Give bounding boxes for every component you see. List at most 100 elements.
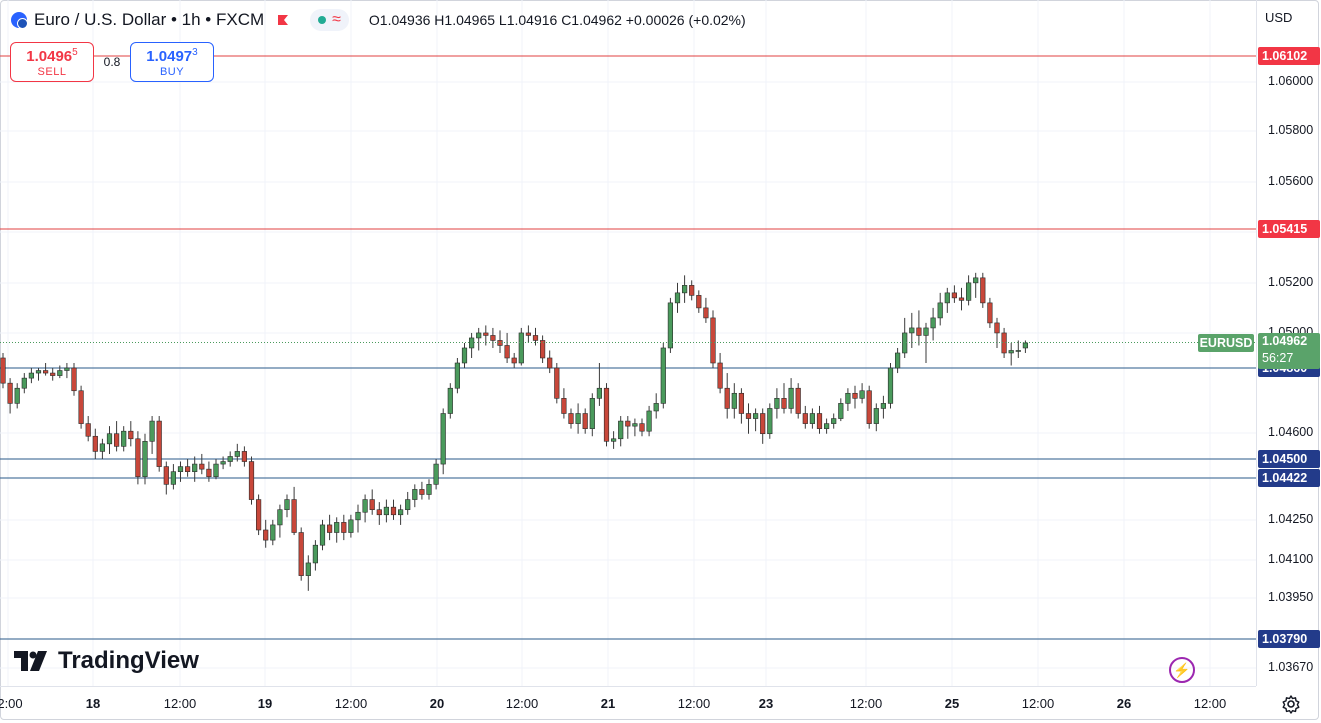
candle-body	[1022, 342, 1028, 349]
currency-selector[interactable]: USD	[1265, 10, 1293, 25]
time-tick: 12:00	[505, 696, 539, 711]
candle-body	[774, 398, 780, 409]
time-tick: 12:00	[849, 696, 883, 711]
candle-body	[511, 357, 517, 364]
symbol-title[interactable]: Euro / U.S. Dollar • 1h • FXCM	[34, 10, 265, 29]
candle-body	[284, 499, 290, 511]
candle-body	[937, 302, 943, 319]
candle-body	[703, 307, 709, 319]
price-scale[interactable]	[1256, 0, 1321, 686]
candle-body	[845, 392, 851, 404]
candle-body	[831, 418, 837, 424]
candle-body	[816, 413, 823, 429]
candle-body	[85, 423, 91, 437]
candle-body	[689, 285, 695, 296]
candle-body	[859, 390, 865, 399]
candle-body	[589, 398, 595, 429]
candle-body	[35, 370, 42, 374]
candle-body	[206, 468, 212, 478]
candle-body	[1008, 350, 1014, 354]
market-status-pill[interactable]: ≈	[310, 9, 349, 31]
spread-value: 0.8	[103, 55, 121, 69]
last-price-label: 1.04962 56:27	[1258, 333, 1320, 369]
candle-body	[21, 377, 27, 389]
candle-body	[1001, 332, 1007, 354]
time-tick: 18	[85, 696, 101, 711]
candle-body	[468, 337, 475, 349]
sell-button[interactable]: 1.04965 SELL	[10, 42, 94, 82]
candle-body	[518, 332, 524, 364]
candle-body	[973, 277, 979, 284]
sell-label: SELL	[37, 66, 67, 78]
chart-canvas[interactable]	[0, 0, 1256, 686]
time-tick: 23	[758, 696, 774, 711]
candle-body	[298, 532, 304, 576]
sell-price: 1.04965	[26, 47, 78, 65]
candle-body	[390, 506, 397, 516]
time-tick: 12:00	[163, 696, 197, 711]
time-tick: 2:00	[0, 696, 23, 711]
price-tick: 1.03950	[1268, 590, 1314, 604]
candle-body	[639, 423, 645, 432]
buy-button[interactable]: 1.04973 BUY	[130, 42, 214, 82]
candle-body	[674, 292, 681, 304]
candle-body	[696, 295, 702, 309]
candle-body	[376, 509, 382, 516]
ohlc-values: O1.04936 H1.04965 L1.04916 C1.04962 +0.0…	[368, 12, 746, 28]
candle-body	[987, 302, 993, 324]
candle-body	[965, 282, 972, 301]
tradingview-logo: TradingView	[14, 647, 199, 675]
candle-body	[440, 413, 446, 465]
candle-body	[234, 451, 240, 457]
chart-header: Euro / U.S. Dollar • 1h • FXCM ≈ O1.0493…	[10, 8, 746, 32]
candle-body	[397, 509, 404, 516]
candle-body	[745, 413, 752, 419]
candle-body	[277, 509, 283, 526]
candle-body	[561, 398, 567, 414]
price-tick: 1.05200	[1268, 275, 1314, 289]
candle-body	[369, 499, 375, 511]
candle-body	[823, 423, 830, 429]
candle-body	[78, 390, 84, 424]
candle-body	[185, 466, 191, 472]
candle-body	[625, 420, 631, 427]
candle-body	[681, 285, 688, 294]
trade-panel: 1.04965 SELL 0.8 1.04973 BUY	[10, 42, 214, 82]
candle-body	[362, 499, 368, 513]
level-price-label: 1.04422	[1258, 469, 1320, 487]
candle-body	[454, 362, 461, 389]
chart-area[interactable]	[0, 0, 1256, 686]
candle-body	[788, 387, 794, 409]
candle-body	[99, 443, 105, 452]
candle-body	[980, 277, 986, 304]
candle-body	[355, 511, 361, 521]
lightning-icon[interactable]: ⚡	[1169, 657, 1195, 683]
candle-body	[419, 489, 425, 495]
candle-body	[504, 345, 510, 359]
candle-body	[575, 413, 581, 424]
candle-body	[951, 292, 957, 299]
candle-body	[334, 522, 340, 533]
candle-body	[241, 451, 248, 462]
time-scale[interactable]	[0, 686, 1256, 723]
candle-body	[7, 382, 13, 404]
candle-body	[909, 327, 915, 334]
candle-body	[227, 456, 233, 462]
candle-body	[738, 392, 744, 414]
gear-icon[interactable]	[1281, 694, 1301, 714]
candle-body	[135, 438, 141, 478]
candle-body	[213, 463, 219, 478]
candle-body	[852, 392, 858, 399]
candle-body	[405, 499, 411, 511]
candle-body	[923, 327, 929, 336]
candle-body	[263, 529, 269, 541]
price-tick: 1.05600	[1268, 174, 1314, 188]
candle-body	[525, 332, 531, 336]
flag-icon[interactable]	[276, 13, 290, 27]
candle-body	[632, 423, 638, 427]
tradingview-logo-text: TradingView	[58, 647, 199, 674]
candle-body	[312, 544, 319, 564]
level-price-label: 1.04500	[1258, 450, 1320, 468]
candle-body	[667, 302, 673, 349]
time-tick: 19	[257, 696, 273, 711]
